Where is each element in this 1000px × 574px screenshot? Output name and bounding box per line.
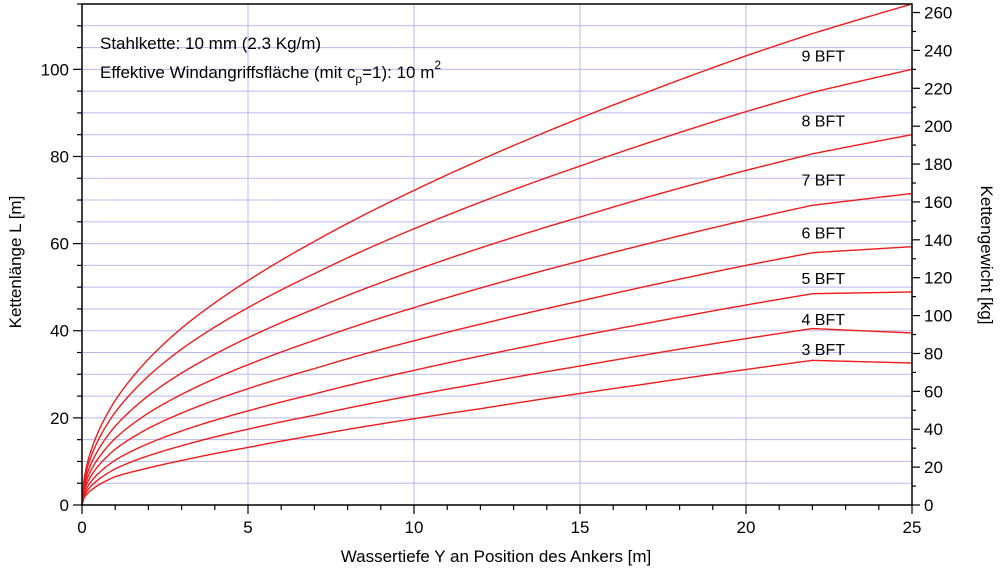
series-line [81, 291, 913, 506]
series-line [81, 359, 913, 506]
annotation-wind-subscript: p [355, 72, 362, 86]
y-right-tick-label: 220 [924, 79, 952, 98]
series-label: 8 BFT [801, 114, 845, 131]
x-tick-label: 15 [571, 518, 590, 537]
annotation-wind-mid: =1): 10 m [362, 63, 434, 82]
y-tick-label: 60 [50, 235, 69, 254]
annotation-wind-area: Effektive Windangriffsfläche (mit cp=1):… [100, 58, 441, 86]
y-tick-label: 20 [50, 409, 69, 428]
y-right-tick-label: 180 [924, 155, 952, 174]
series-label: 4 BFT [801, 312, 845, 329]
series-lines [81, 3, 913, 506]
series-label: 5 BFT [801, 271, 845, 288]
series-label: 7 BFT [801, 173, 845, 190]
y-tick-label: 40 [50, 322, 69, 341]
x-tick-label: 20 [737, 518, 756, 537]
grid [82, 4, 912, 505]
x-tick-label: 25 [903, 518, 922, 537]
x-tick-label: 5 [243, 518, 252, 537]
annotation-wind-superscript: 2 [434, 58, 441, 72]
y-tick-label: 100 [41, 60, 69, 79]
series-label: 9 BFT [801, 48, 845, 65]
x-tick-label: 10 [405, 518, 424, 537]
y-axis-title: Kettenlänge L [m] [6, 196, 25, 329]
y-right-tick-label: 20 [924, 458, 943, 477]
y-right-tick-label: 160 [924, 193, 952, 212]
y-right-tick-label: 40 [924, 420, 943, 439]
annotation-wind-prefix: Effektive Windangriffsfläche (mit c [100, 63, 356, 82]
y-right-tick-label: 0 [924, 496, 933, 515]
y-tick-label: 0 [60, 496, 69, 515]
y-right-axis-title: Kettengewicht [kg] [977, 186, 996, 325]
y-right-tick-label: 140 [924, 231, 952, 250]
series-line [81, 68, 913, 506]
y-tick-label: 80 [50, 147, 69, 166]
y-right-tick-label: 240 [924, 41, 952, 60]
series-line [81, 3, 913, 506]
x-tick-label: 0 [77, 518, 86, 537]
series-line [81, 245, 913, 506]
y-right-tick-label: 260 [924, 4, 952, 23]
y-right-tick-label: 200 [924, 117, 952, 136]
plot-frame [81, 3, 913, 506]
y-right-tick-label: 120 [924, 269, 952, 288]
y-right-tick-label: 100 [924, 307, 952, 326]
series-label: 3 BFT [801, 342, 845, 359]
annotation-chain: Stahlkette: 10 mm (2.3 Kg/m) [100, 34, 321, 53]
series-line [81, 192, 913, 506]
x-axis-title: Wassertiefe Y an Position des Ankers [m] [341, 547, 652, 566]
y-right-tick-label: 60 [924, 382, 943, 401]
y-right-tick-label: 80 [924, 344, 943, 363]
series-line [81, 327, 913, 506]
series-line [81, 134, 913, 506]
series-label: 6 BFT [801, 226, 845, 243]
